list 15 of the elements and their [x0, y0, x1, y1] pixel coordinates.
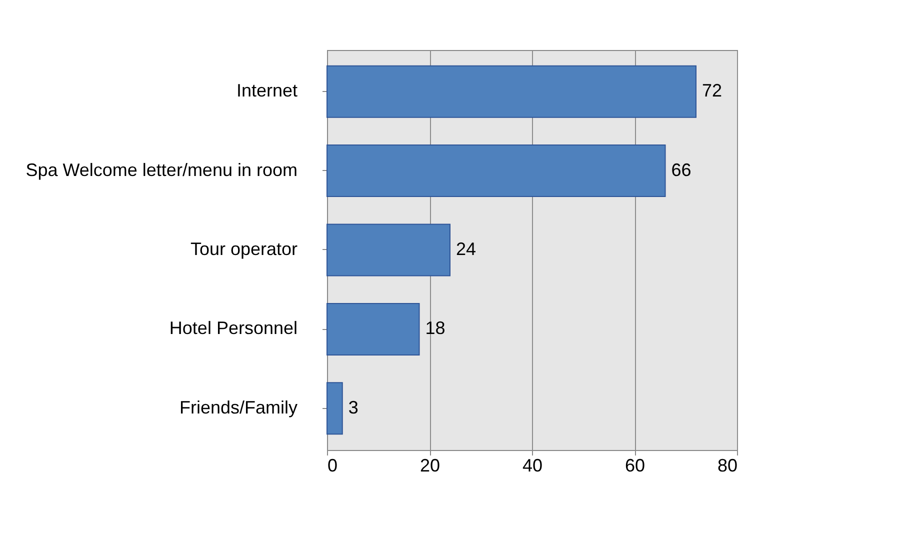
y-tick-label: Friends/Family — [179, 397, 298, 418]
x-tick-label: 60 — [624, 456, 646, 476]
y-tick-label: Internet — [236, 80, 298, 101]
x-tick-label: 40 — [522, 456, 543, 476]
x-tick-label: 20 — [420, 456, 440, 476]
x-tick-label: 0 — [328, 456, 338, 476]
y-tick-label: Spa Welcome letter/menu in room — [26, 160, 298, 180]
y-tick-label: Tour operator — [190, 239, 298, 259]
data-label: 72 — [702, 80, 722, 101]
data-label: 66 — [671, 160, 692, 180]
data-label: 18 — [425, 318, 446, 338]
data-label: 24 — [456, 239, 476, 259]
y-tick-label: Hotel Personnel — [169, 318, 298, 338]
x-tick-label: 80 — [717, 456, 738, 476]
data-label: 3 — [348, 397, 358, 418]
